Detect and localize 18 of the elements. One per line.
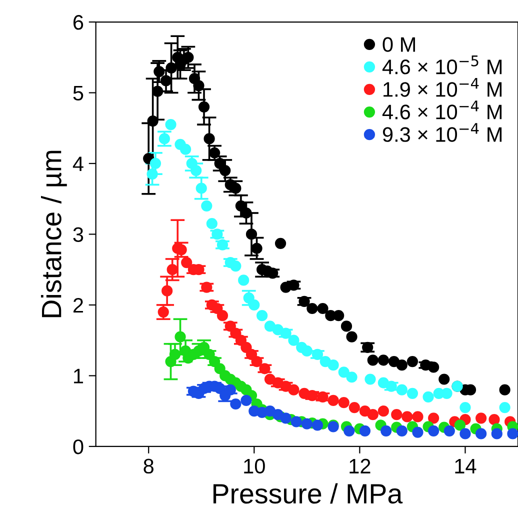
- legend-label: 0 M: [382, 37, 415, 52]
- y-tick-label: 0: [73, 439, 84, 454]
- legend-label: 1.9 × 10$^{−4}$ M: [384, 78, 502, 97]
- y-tick-label: 3: [73, 227, 84, 242]
- y-axis-title: Distance / µm: [40, 150, 67, 318]
- x-tick-label: 12: [350, 458, 370, 474]
- x-tick-label: 14: [455, 459, 476, 474]
- x-axis-title: Pressure / MPa: [213, 483, 403, 504]
- y-tick-label: 6: [73, 15, 84, 30]
- y-tick-label: 2: [73, 298, 83, 313]
- y-tick-label: 5: [73, 86, 84, 100]
- legend-label: 9.3 × 10$^{−4}$ M: [382, 123, 502, 142]
- x-tick-label: 10: [244, 458, 265, 474]
- y-tick-label: 1: [74, 368, 84, 384]
- legend-label: 4.6 × 10$^{−5}$ M: [382, 55, 502, 74]
- legend-label: 4.6 × 10$^{−4}$ M: [382, 100, 502, 120]
- y-tick-label: 4: [72, 156, 84, 172]
- x-tick-label: 8: [144, 458, 154, 474]
